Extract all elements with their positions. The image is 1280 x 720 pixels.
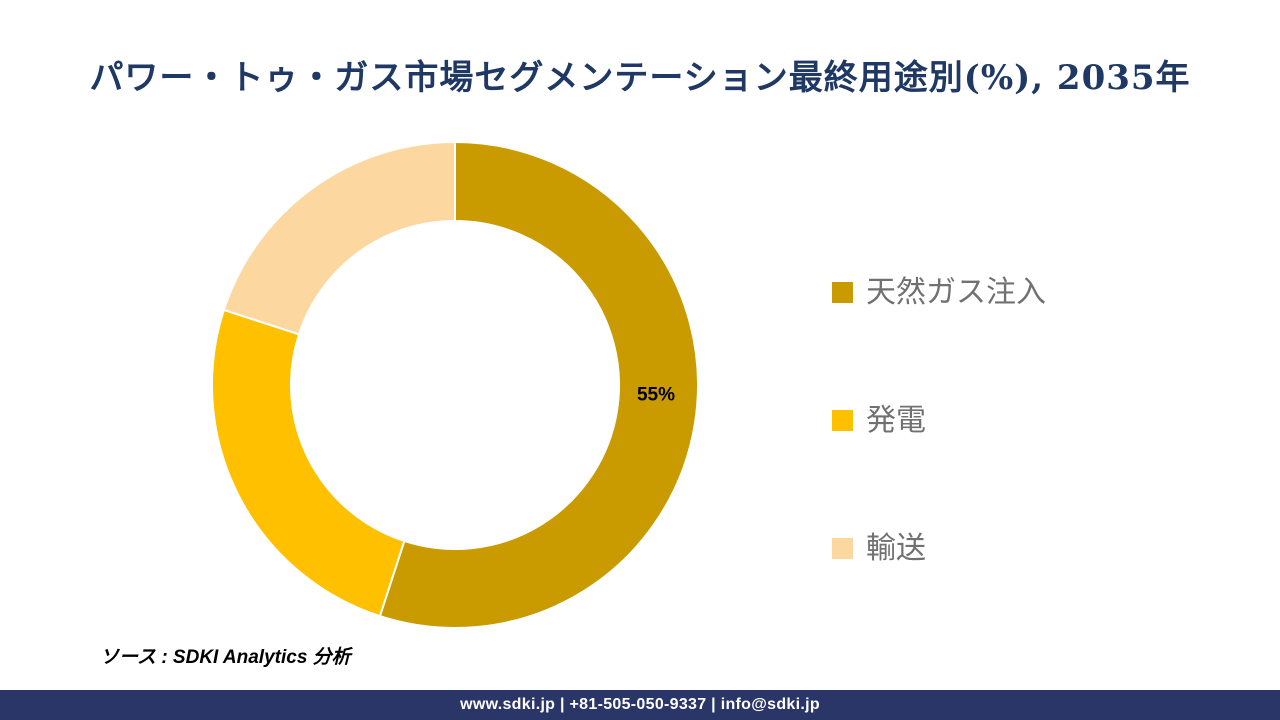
legend-swatch-power-generation — [832, 410, 853, 431]
donut-slice-1 — [210, 308, 406, 618]
donut-chart: 55% — [210, 141, 699, 629]
legend-item-transportation: 輸送 — [832, 532, 1046, 565]
legend-label: 天然ガス注入 — [866, 276, 1046, 309]
legend-item-power-generation: 発電 — [832, 404, 1046, 437]
chart-title: パワー・トゥ・ガス市場セグメンテーション最終用途別(%), 2035年 — [89, 58, 1191, 98]
source-note: ソース : SDKI Analytics 分析 — [100, 647, 351, 668]
legend-label: 輸送 — [866, 532, 926, 565]
donut-slice-0 — [378, 141, 699, 629]
legend-swatch-transportation — [832, 538, 853, 559]
slice-data-label: 55% — [637, 384, 675, 405]
donut-slice-2 — [222, 141, 456, 336]
legend-item-natural-gas-injection: 天然ガス注入 — [832, 276, 1046, 309]
chart-legend: 天然ガス注入 発電 輸送 — [832, 276, 1046, 565]
legend-label: 発電 — [866, 404, 926, 437]
legend-swatch-natural-gas-injection — [832, 282, 853, 303]
footer-bar: www.sdki.jp | +81-505-050-9337 | info@sd… — [0, 690, 1280, 720]
footer-contact-text: www.sdki.jp | +81-505-050-9337 | info@sd… — [460, 696, 820, 713]
